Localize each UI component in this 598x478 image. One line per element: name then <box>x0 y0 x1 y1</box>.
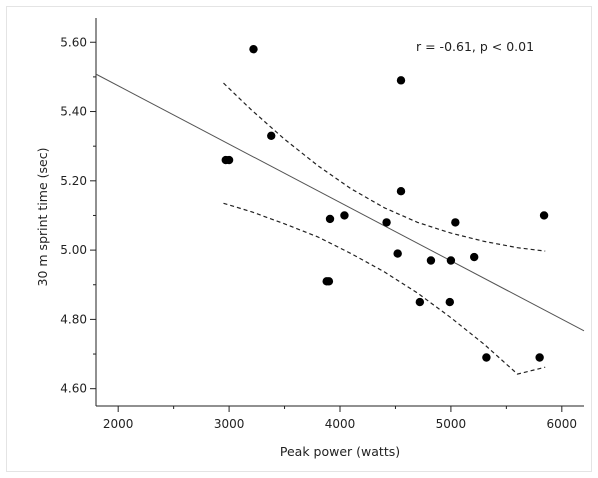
data-point <box>325 214 335 224</box>
upper-confidence-curve <box>223 82 546 252</box>
data-point <box>445 297 454 307</box>
data-point <box>393 249 402 258</box>
correlation-annotation: r = -0.61, p < 0.01 <box>416 39 534 54</box>
x-tick-label: 3000 <box>214 417 245 431</box>
x-tick-label: 5000 <box>436 417 467 431</box>
data-point <box>324 277 334 286</box>
x-axis-title: Peak power (watts) <box>280 444 400 459</box>
y-tick-label: 5.00 <box>60 243 87 257</box>
data-point <box>340 211 349 220</box>
y-tick-label: 4.80 <box>60 312 87 326</box>
x-tick-label: 2000 <box>103 417 134 431</box>
y-tick-label: 5.40 <box>60 105 87 119</box>
data-point <box>224 155 234 165</box>
y-tick-label: 5.20 <box>60 174 87 188</box>
x-tick-label: 6000 <box>547 417 578 431</box>
data-point <box>267 131 276 140</box>
y-axis-title: 30 m sprint time (sec) <box>35 148 50 287</box>
lower-confidence-curve <box>223 202 546 375</box>
regression-line <box>95 73 585 332</box>
data-point <box>451 218 460 227</box>
figure-frame <box>6 6 592 472</box>
data-point <box>535 353 544 362</box>
data-point <box>539 211 549 220</box>
data-point <box>482 353 491 362</box>
y-tick-label: 5.60 <box>60 35 87 49</box>
data-point <box>446 256 456 265</box>
data-point <box>396 76 406 85</box>
data-point <box>396 187 406 196</box>
x-tick-label: 4000 <box>325 417 356 431</box>
data-point <box>249 44 258 54</box>
confidence-band <box>223 82 546 375</box>
data-points <box>221 44 549 362</box>
data-point <box>426 256 436 265</box>
data-point <box>470 252 479 262</box>
data-point <box>415 297 425 307</box>
axes: 4.60 4.80 5.00 5.20 5.40 5.60 2000 3000 4000 5000… <box>60 18 584 431</box>
y-tick-label: 4.60 <box>60 382 87 396</box>
data-point <box>382 218 391 227</box>
regression-fit <box>95 73 585 332</box>
